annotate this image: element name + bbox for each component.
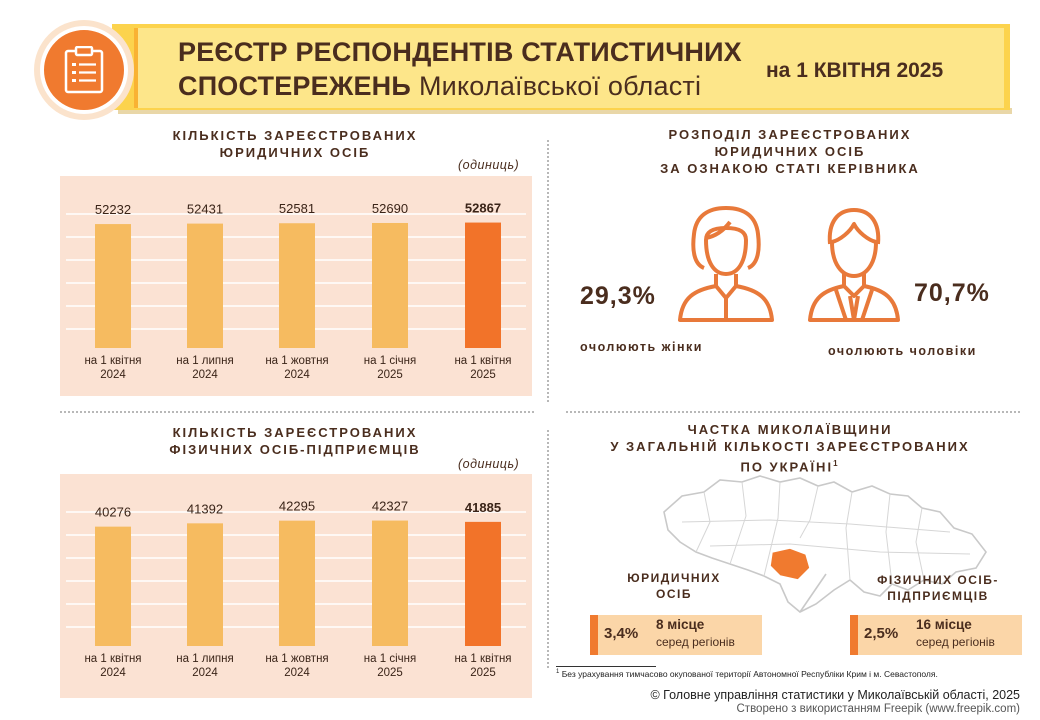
category-label: на 1 квітня (84, 653, 141, 665)
legal-chart-panel: 52232 на 1 квітня 2024 52431 на 1 липня 2024 5… (60, 176, 532, 396)
bar-value-label: 42295 (279, 499, 315, 514)
bar-value-label: 52232 (95, 202, 131, 217)
footnote: 1 Без урахування тимчасово окупованої те… (556, 669, 938, 679)
category-label: 2025 (470, 667, 496, 679)
bar-value-label: 52690 (372, 201, 408, 216)
category-label: 2025 (377, 369, 403, 381)
bar-value-label: 42327 (372, 499, 408, 514)
bar-value-label: 52867 (465, 201, 501, 216)
legal-units: (одиниць) (458, 158, 520, 172)
legal-share-box: 3,4% 8 місце серед регіонів (590, 615, 762, 655)
legal-entities-chart: 52232 на 1 квітня 2024 52431 на 1 липня 2024 5… (66, 201, 526, 381)
bar (372, 520, 408, 646)
clipboard-icon (64, 46, 104, 94)
female-share: 29,3% (580, 282, 656, 310)
category-label: 2024 (100, 667, 126, 679)
bar-value-label: 52431 (187, 202, 223, 217)
male-caption: очолюють чоловіки (828, 344, 977, 358)
bar-value-label: 52581 (279, 201, 315, 216)
copyright: © Головне управління статистики у Микола… (650, 688, 1020, 702)
female-caption: очолюють жінки (580, 340, 703, 354)
legal-share-pct: 3,4% (604, 625, 639, 642)
page-title-bold: СПОСТЕРЕЖЕНЬ (178, 71, 411, 101)
category-label: 2024 (284, 667, 310, 679)
fop-chart-panel: 40276 на 1 квітня 2024 41392 на 1 липня 2024 4… (60, 474, 532, 698)
section-divider (60, 411, 534, 413)
section-divider-right (566, 411, 1020, 413)
vertical-divider (547, 140, 549, 402)
category-label: 2025 (470, 369, 496, 381)
fop-share-rank-sub: серед регіонів (916, 635, 995, 649)
fop-share-pct: 2,5% (864, 625, 899, 642)
bar (187, 523, 223, 646)
category-label: на 1 січня (364, 653, 416, 665)
category-label: на 1 липня (176, 355, 233, 367)
page-title-line2: СПОСТЕРЕЖЕНЬ Миколаївської області (178, 71, 701, 102)
bar (372, 222, 408, 348)
freepik-credit: Створено з використанням Freepik (www.fr… (736, 703, 1021, 715)
male-share: 70,7% (914, 279, 990, 307)
category-label: на 1 липня (176, 653, 233, 665)
bar-value-label: 41392 (187, 501, 223, 516)
fop-share-rank: 16 місце (916, 617, 972, 632)
ukraine-map-icon (663, 475, 987, 613)
header-banner-inner (134, 28, 1004, 108)
category-label: на 1 квітня (84, 355, 141, 367)
woman-icon (678, 206, 774, 322)
fop-units: (одиниць) (458, 457, 520, 471)
bar (279, 520, 315, 646)
bar (187, 223, 223, 348)
vertical-divider-lower (547, 430, 549, 668)
entrepreneurs-chart: 40276 на 1 квітня 2024 41392 на 1 липня 2024 4… (66, 499, 526, 679)
bar (465, 222, 501, 348)
bar (279, 223, 315, 348)
share-heading: ЧАСТКА МИКОЛАЇВЩИНИ У ЗАГАЛЬНІЙ КІЛЬКОСТ… (610, 422, 970, 475)
legal-share-rank-sub: серед регіонів (656, 635, 735, 649)
category-label: на 1 квітня (454, 653, 511, 665)
category-label: 2024 (192, 667, 218, 679)
category-label: 2025 (377, 667, 403, 679)
header-banner (112, 24, 1010, 110)
fop-share-caption: ФІЗИЧНИХ ОСІБ- ПІДПРИЄМЦІВ (877, 573, 999, 603)
page-title-line1: РЕЄСТР РЕСПОНДЕНТІВ СТАТИСТИЧНИХ (178, 37, 742, 67)
bar-value-label: 41885 (465, 500, 501, 515)
footnote-rule (556, 666, 656, 667)
category-label: 2024 (284, 369, 310, 381)
category-label: на 1 жовтня (265, 355, 328, 367)
legal-heading: КІЛЬКІСТЬ ЗАРЕЄСТРОВАНИХ ЮРИДИЧНИХ ОСІБ (172, 128, 418, 160)
gender-heading: РОЗПОДІЛ ЗАРЕЄСТРОВАНИХ ЮРИДИЧНИХ ОСІБ З… (660, 127, 920, 176)
bar-value-label: 40276 (95, 505, 131, 520)
bar (95, 224, 131, 348)
banner-shadow (118, 108, 1012, 114)
bar (465, 521, 501, 646)
category-label: на 1 січня (364, 355, 416, 367)
fop-heading: КІЛЬКІСТЬ ЗАРЕЄСТРОВАНИХ ФІЗИЧНИХ ОСІБ-П… (169, 425, 421, 457)
bar (95, 526, 131, 646)
fop-share-box: 2,5% 16 місце серед регіонів (850, 615, 1022, 655)
category-label: на 1 квітня (454, 355, 511, 367)
legal-share-caption: ЮРИДИЧНИХ ОСІБ (627, 571, 721, 601)
logo (40, 26, 128, 114)
page-title-region: Миколаївської області (418, 71, 702, 101)
man-icon (808, 208, 900, 322)
report-date: на 1 КВІТНЯ 2025 (766, 59, 944, 82)
category-label: 2024 (100, 369, 126, 381)
category-label: 2024 (192, 369, 218, 381)
legal-share-rank: 8 місце (656, 617, 705, 632)
category-label: на 1 жовтня (265, 653, 328, 665)
